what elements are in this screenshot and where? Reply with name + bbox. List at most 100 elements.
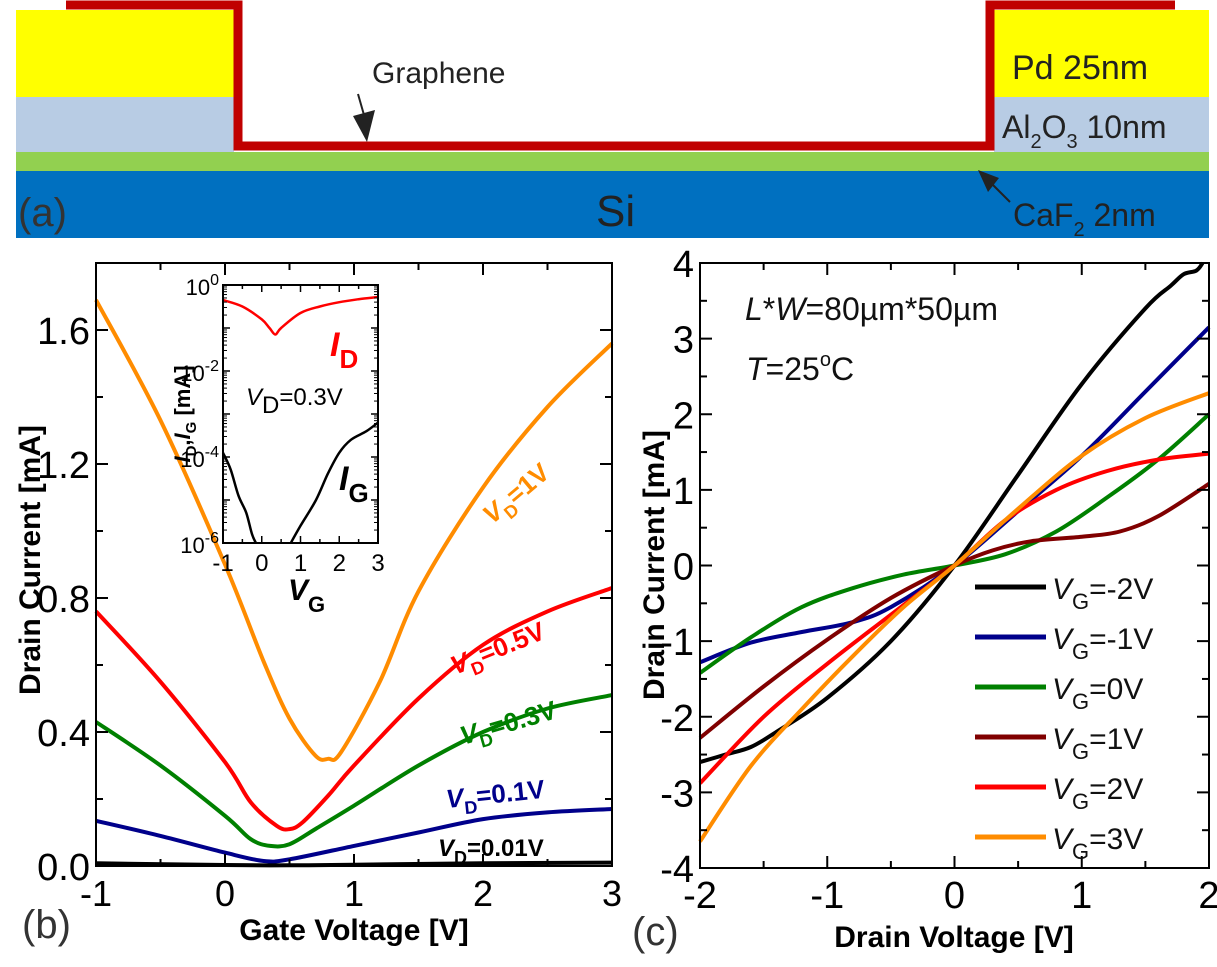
- series-line-VG=-2V: [699, 261, 1205, 765]
- x-tick-label: 2: [473, 873, 493, 914]
- caf2-pre: CaF: [1013, 197, 1073, 233]
- inset-line-IG-seg0: [221, 452, 258, 544]
- inset-x-tick-label: -1: [212, 550, 233, 577]
- label-rest: =0.3V: [486, 694, 561, 742]
- graphene-layer: [66, 0, 1175, 151]
- x-tick-label: 3: [602, 873, 622, 914]
- inset-background: [223, 285, 378, 543]
- legend-label: VG=0V: [1052, 673, 1143, 714]
- x-tick-label: -1: [810, 875, 844, 917]
- series-line-VD=0.1V: [95, 807, 613, 864]
- annotation-dimensions: L*W=80µm*50µm: [745, 291, 998, 327]
- ylabel-s2: G: [183, 422, 200, 434]
- caf2-sub: 2: [1073, 219, 1084, 241]
- y-tick-label: 3: [673, 320, 694, 362]
- label-vd-0.01v: VD=0.01V: [438, 835, 544, 868]
- legend-main: V: [1052, 773, 1075, 806]
- y-tick-label: -3: [660, 773, 694, 815]
- legend-label: VG=-1V: [1052, 623, 1153, 664]
- annot-sub: D: [262, 392, 279, 419]
- y-tick-label: 0: [673, 547, 694, 589]
- al2o3-sub2: 3: [1066, 131, 1077, 153]
- panel-c-xlabel: Drain Voltage [V]: [834, 921, 1073, 954]
- inset-y-tick-label: 10-4: [180, 444, 219, 472]
- label-vd-1v: VD=1V: [477, 456, 560, 534]
- tick-base: 10: [180, 447, 204, 472]
- label-vd-0.5v: VD=0.5V: [446, 615, 552, 686]
- annot-part: =80µm*50µm: [805, 291, 998, 327]
- label-sub: D: [454, 848, 467, 868]
- label-main: V: [444, 782, 467, 814]
- tick-exp: -4: [205, 444, 219, 461]
- legend-sub: G: [1072, 739, 1089, 764]
- inset-x-tick-label: 1: [294, 550, 307, 577]
- inset-line-ID: [222, 295, 379, 336]
- label-sub: D: [477, 729, 495, 752]
- legend-main: V: [1052, 623, 1075, 656]
- tick-exp: 0: [210, 272, 219, 289]
- legend-rest: =2V: [1089, 773, 1143, 806]
- legend-main: V: [1052, 673, 1075, 706]
- label-main: V: [438, 835, 456, 862]
- x-tick-label: 1: [1071, 875, 1092, 917]
- series-line-VG=1V: [698, 482, 1211, 740]
- al2o3-right: [994, 97, 1209, 152]
- y-tick-label: 2: [673, 395, 694, 437]
- panel-b-ylabel: Drain Current [mA]: [14, 425, 47, 695]
- panel-a-label: (a): [18, 191, 67, 235]
- annotation-temperature: T=25oC: [746, 349, 854, 387]
- label-rest: =0.1V: [475, 774, 547, 811]
- legend-main: V: [1052, 823, 1075, 856]
- al2o3-label: Al2O3 10nm: [1002, 109, 1167, 153]
- legend-label: VG=3V: [1052, 823, 1143, 864]
- si-substrate: [16, 171, 1209, 238]
- legend-item-VG=-2V: VG=-2V: [975, 573, 1153, 614]
- ylabel-comma: ,: [170, 439, 195, 445]
- inset-ig-label: IG: [339, 460, 369, 508]
- annot-part: W: [775, 291, 808, 327]
- panel-b-chart: -1 0 1 2 30.00.40.81.21.6 Gate Voltage [V] D…: [14, 262, 622, 947]
- annot-part: =25: [766, 351, 820, 387]
- xlabel-main: V: [288, 574, 311, 607]
- annot-rest: =0.3V: [279, 384, 342, 411]
- series-line-VD=0.5V: [94, 586, 613, 832]
- caf2-layer: [16, 152, 1209, 171]
- legend-main: V: [1052, 723, 1075, 756]
- caf2-post: 2nm: [1085, 197, 1156, 233]
- label-sub: G: [348, 478, 368, 508]
- inset-series: [221, 295, 379, 544]
- tick-exp: -2: [205, 358, 219, 375]
- panel-c-label: (c): [632, 910, 679, 954]
- y-tick-label: 1.6: [37, 311, 90, 353]
- annot-sup: o: [820, 349, 831, 371]
- legend-item-VG=2V: VG=2V: [975, 773, 1143, 814]
- caf2-arrow-shaft: [991, 183, 1011, 203]
- panel-b-axes: -1 0 1 2 30.00.40.81.21.6: [37, 262, 622, 914]
- inset-id-label: ID: [330, 326, 358, 374]
- legend-label: VG=2V: [1052, 773, 1143, 814]
- legend-label: VG=1V: [1052, 723, 1143, 764]
- legend-item-VG=-1V: VG=-1V: [975, 623, 1153, 664]
- legend-rest: =-2V: [1089, 573, 1153, 606]
- inset-y-tick-label: 10-6: [180, 530, 219, 558]
- annot-part: T: [746, 351, 768, 387]
- legend-rest: =0V: [1089, 673, 1143, 706]
- ylabel-s1: D: [183, 445, 200, 456]
- label-sub: D: [339, 344, 358, 374]
- legend-item-VG=0V: VG=0V: [975, 673, 1143, 714]
- legend-rest: =3V: [1089, 823, 1143, 856]
- legend-sub: G: [1072, 789, 1089, 814]
- x-tick-label: 0: [215, 873, 235, 914]
- inset-annotation: VD=0.3V: [246, 384, 343, 419]
- panel-c-axes: -2 -1 0 1 2 4 3 2 1 0 -1 -2 -3 -4: [660, 244, 1217, 917]
- inset-line-IG-seg1: [289, 421, 379, 544]
- pd-left: [16, 10, 234, 97]
- legend-label: VG=-2V: [1052, 573, 1153, 614]
- series-line-VD=0.3V: [94, 693, 613, 849]
- inset-ylabel: ID,IG [mA]: [170, 365, 200, 462]
- y-tick-label: 0.8: [37, 579, 90, 621]
